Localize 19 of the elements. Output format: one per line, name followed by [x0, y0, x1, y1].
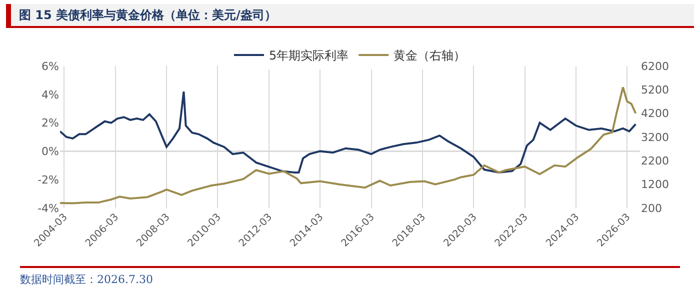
y-tick-label: 0% [42, 145, 59, 158]
chart-title: 图 15 美债利率与黄金价格（单位：美元/盎司） [6, 4, 694, 28]
y-tick-label: 6% [42, 60, 59, 73]
legend-label: 5年期实际利率 [269, 48, 349, 63]
legend-label: 黄金（右轴） [394, 48, 466, 63]
y-tick-label: -2% [38, 173, 59, 186]
text: 数据时间截至：2026.7.30 [20, 266, 680, 287]
y2-tick-label: 1200 [641, 178, 669, 192]
y2-tick-label: 4200 [641, 107, 669, 120]
y2-tick-label: 5200 [641, 84, 669, 97]
line-series [60, 86, 637, 204]
y2-tick-label: 2200 [641, 154, 669, 168]
y-tick-label: 4% [42, 88, 59, 102]
y-tick-label: -4% [38, 202, 59, 215]
y2-tick-label: 3200 [641, 130, 669, 144]
line-series [60, 90, 637, 174]
y2-tick-label: 6200 [641, 60, 669, 73]
y2-tick-label: 200 [641, 202, 662, 215]
y-tick-label: 2% [42, 116, 59, 130]
